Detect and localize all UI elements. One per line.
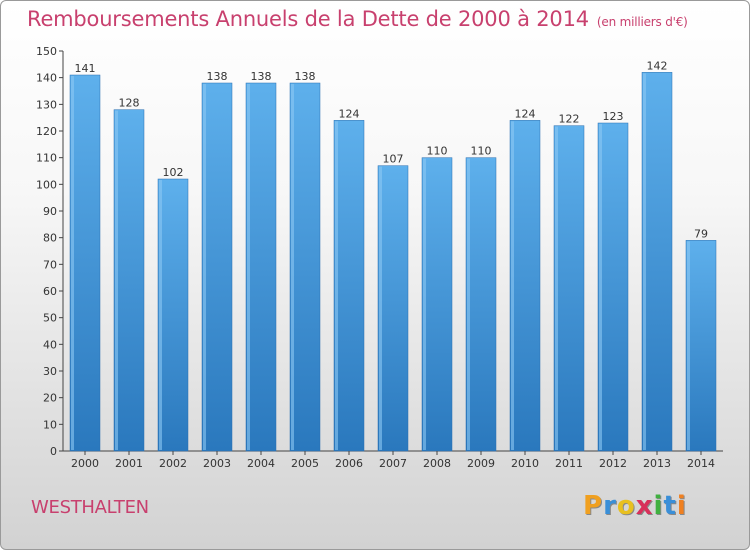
bar-2004 bbox=[245, 82, 277, 452]
data-label-2006: 124 bbox=[339, 107, 360, 120]
logo-letter: x bbox=[635, 491, 654, 521]
bar-2010 bbox=[509, 120, 541, 452]
logo-letter: t bbox=[663, 491, 677, 521]
bar-highlight bbox=[159, 180, 162, 450]
data-label-2014: 79 bbox=[694, 227, 708, 240]
bar-2013 bbox=[641, 72, 673, 452]
place-name: WESTHALTEN bbox=[31, 497, 149, 518]
data-label-2010: 124 bbox=[515, 107, 536, 120]
x-tick-label-2011: 2011 bbox=[555, 457, 583, 470]
bar-2000 bbox=[69, 74, 101, 452]
proxiti-logo: Proxiti bbox=[583, 491, 687, 521]
y-tick-label: 70 bbox=[43, 258, 57, 271]
bar-highlight bbox=[335, 121, 338, 450]
bar-2009 bbox=[465, 157, 497, 452]
y-tick-label: 50 bbox=[43, 312, 57, 325]
logo-letter: i bbox=[676, 491, 687, 521]
y-tick-label: 30 bbox=[43, 365, 57, 378]
data-label-2011: 122 bbox=[559, 113, 580, 126]
x-tick-label-2000: 2000 bbox=[71, 457, 99, 470]
y-tick-label: 90 bbox=[43, 205, 57, 218]
logo-letter: P bbox=[583, 491, 604, 521]
x-tick-label-2013: 2013 bbox=[643, 457, 671, 470]
logo-letter: o bbox=[616, 491, 636, 521]
bar-highlight bbox=[511, 121, 514, 450]
data-label-2003: 138 bbox=[207, 70, 228, 83]
y-tick-label: 20 bbox=[43, 392, 57, 405]
y-tick-label: 140 bbox=[36, 72, 57, 85]
bar-2001 bbox=[113, 109, 145, 452]
bar-2008 bbox=[421, 157, 453, 452]
bar-highlight bbox=[467, 158, 470, 450]
x-tick-label-2014: 2014 bbox=[687, 457, 715, 470]
x-tick-label-2008: 2008 bbox=[423, 457, 451, 470]
data-label-2009: 110 bbox=[471, 145, 492, 158]
data-label-2013: 142 bbox=[647, 59, 668, 72]
bar-2002 bbox=[157, 178, 189, 452]
bar-highlight bbox=[555, 126, 558, 451]
bar-highlight bbox=[115, 110, 118, 451]
bar-2014 bbox=[685, 240, 717, 452]
data-label-2000: 141 bbox=[75, 62, 96, 75]
y-tick-label: 60 bbox=[43, 285, 57, 298]
y-tick-label: 110 bbox=[36, 152, 57, 165]
y-tick-label: 10 bbox=[43, 418, 57, 431]
bar-highlight bbox=[291, 84, 294, 450]
bar-2005 bbox=[289, 82, 321, 452]
bar-highlight bbox=[643, 73, 646, 450]
y-tick-label: 150 bbox=[36, 45, 57, 58]
x-tick-label-2006: 2006 bbox=[335, 457, 363, 470]
x-tick-label-2009: 2009 bbox=[467, 457, 495, 470]
x-tick-label-2005: 2005 bbox=[291, 457, 319, 470]
y-tick-label: 40 bbox=[43, 338, 57, 351]
y-tick-label: 100 bbox=[36, 178, 57, 191]
data-label-2005: 138 bbox=[295, 70, 316, 83]
data-label-2012: 123 bbox=[603, 110, 624, 123]
data-label-2002: 102 bbox=[163, 166, 184, 179]
logo-letter: i bbox=[653, 491, 664, 521]
bar-highlight bbox=[203, 84, 206, 450]
bar-highlight bbox=[247, 84, 250, 450]
bar-highlight bbox=[379, 166, 382, 450]
bar-2003 bbox=[201, 82, 233, 452]
y-tick-label: 120 bbox=[36, 125, 57, 138]
bar-2006 bbox=[333, 120, 365, 452]
bar-highlight bbox=[599, 124, 602, 450]
chart-title: Remboursements Annuels de la Dette de 20… bbox=[27, 7, 688, 31]
data-label-2008: 110 bbox=[427, 145, 448, 158]
x-tick-label-2001: 2001 bbox=[115, 457, 143, 470]
x-tick-label-2010: 2010 bbox=[511, 457, 539, 470]
logo-letter: r bbox=[603, 491, 617, 521]
y-tick-label: 130 bbox=[36, 98, 57, 111]
bar-2011 bbox=[553, 125, 585, 452]
data-label-2007: 107 bbox=[383, 153, 404, 166]
y-tick-label: 80 bbox=[43, 232, 57, 245]
x-tick-label-2007: 2007 bbox=[379, 457, 407, 470]
y-tick-label: 0 bbox=[50, 445, 57, 458]
chart-title-text: Remboursements Annuels de la Dette de 20… bbox=[27, 7, 589, 31]
x-tick-label-2003: 2003 bbox=[203, 457, 231, 470]
bar-highlight bbox=[687, 241, 690, 450]
bar-highlight bbox=[71, 76, 74, 450]
bar-highlight bbox=[423, 158, 426, 450]
bar-2007 bbox=[377, 165, 409, 452]
x-tick-label-2004: 2004 bbox=[247, 457, 275, 470]
data-label-2004: 138 bbox=[251, 70, 272, 83]
bar-2012 bbox=[597, 122, 629, 452]
chart-subtitle: (en milliers d'€) bbox=[596, 15, 688, 29]
data-label-2001: 128 bbox=[119, 97, 140, 110]
x-tick-label-2002: 2002 bbox=[159, 457, 187, 470]
x-tick-label-2012: 2012 bbox=[599, 457, 627, 470]
